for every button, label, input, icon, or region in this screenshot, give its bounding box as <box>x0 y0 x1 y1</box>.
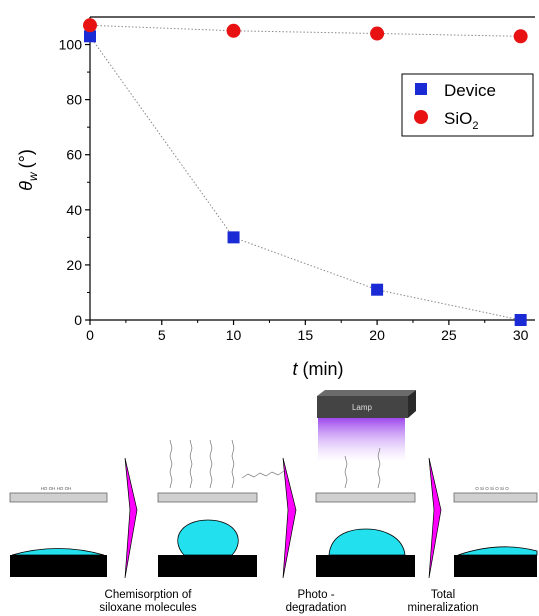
x-tick-label: 0 <box>86 327 94 343</box>
y-axis-ticks: 0 20 40 60 80 100 <box>59 37 90 328</box>
x-axis-var: t <box>292 359 298 379</box>
data-point-device <box>371 283 384 296</box>
x-tick-label: 25 <box>441 327 457 343</box>
substrate-top-3 <box>315 492 416 503</box>
plot-area: 0 20 40 60 80 100 0 5 10 15 20 25 30 <box>59 16 535 343</box>
arrow-1 <box>124 457 138 579</box>
legend-marker-sio2 <box>414 110 428 124</box>
substrate-base-4 <box>454 555 537 577</box>
stage-2 <box>157 439 285 577</box>
data-point-device <box>514 314 527 326</box>
substrate-top-4 <box>453 492 538 503</box>
data-point-sio2 <box>513 29 528 44</box>
x-tick-label: 15 <box>298 327 314 343</box>
lamp-top-face <box>317 390 416 396</box>
y-tick-label: 60 <box>66 147 82 163</box>
data-point-device <box>227 231 240 244</box>
legend-label-sio2: SiO2 <box>444 109 478 132</box>
substrate-base-1 <box>10 555 107 577</box>
data-point-sio2 <box>370 26 385 41</box>
caption-2-line-2: degradation <box>286 602 347 614</box>
legend-label-device: Device <box>444 81 496 100</box>
x-axis-ticks: 0 5 10 15 20 25 30 <box>86 320 529 343</box>
y-tick-label: 100 <box>59 37 83 53</box>
data-point-device <box>84 30 96 43</box>
y-tick-label: 40 <box>66 202 82 218</box>
y-tick-label: 0 <box>74 312 82 328</box>
y-tick-label: 80 <box>66 92 82 108</box>
lamp-label: Lamp <box>352 403 373 412</box>
arrow-2 <box>282 457 297 579</box>
stage-3 <box>315 447 416 577</box>
series-lines <box>89 24 521 321</box>
caption-3-line-1: Total <box>431 589 455 601</box>
lamp-side-face <box>408 390 416 418</box>
legend: Device SiO2 <box>401 73 534 137</box>
x-tick-label: 30 <box>513 327 529 343</box>
series-line-0 <box>89 36 521 321</box>
stage-1: HO OH HO OH <box>9 486 108 577</box>
substrate-base-2 <box>158 555 257 577</box>
data-point-sio2 <box>226 23 241 38</box>
caption-3-line-2: mineralization <box>408 602 479 614</box>
y-axis-title: θw (°) <box>16 149 40 191</box>
droplet-2 <box>177 519 239 556</box>
lamp-front-face <box>317 396 408 418</box>
lamp: Lamp <box>317 390 416 460</box>
substrate-top-1 <box>9 492 108 503</box>
caption-1-line-2: siloxane molecules <box>99 602 196 614</box>
surface-groups-4: O Si O Si O Si O <box>475 486 509 491</box>
droplet-4 <box>457 546 538 556</box>
legend-marker-device <box>415 83 427 95</box>
legend-label-sio2-sub: 2 <box>472 120 478 132</box>
siloxane-chains <box>169 439 285 489</box>
lamp-light-beam <box>318 418 405 460</box>
surface-groups-1: HO OH HO OH <box>41 486 72 491</box>
caption-1-line-1: Chemisorption of <box>105 589 193 601</box>
x-axis-unit: (min) <box>303 359 344 379</box>
legend-label-sio2-main: SiO <box>444 109 472 128</box>
y-axis-unit: (°) <box>16 149 36 168</box>
degraded-chains <box>344 447 381 489</box>
data-point-sio2 <box>83 18 97 33</box>
y-axis-sub: w <box>26 171 40 181</box>
caption-2-line-1: Photo - <box>297 589 334 601</box>
series-points <box>83 18 528 326</box>
arrow-3 <box>428 457 442 579</box>
x-axis-title: t (min) <box>292 359 343 379</box>
droplet-3 <box>328 528 406 556</box>
substrate-top-2 <box>157 492 258 503</box>
series-line-1 <box>89 24 521 37</box>
substrate-base-3 <box>316 555 415 577</box>
x-tick-label: 10 <box>226 327 242 343</box>
y-tick-label: 20 <box>66 257 82 273</box>
droplet-1 <box>11 548 105 556</box>
y-axis-var: θ <box>16 181 36 191</box>
x-tick-label: 20 <box>369 327 385 343</box>
x-tick-label: 5 <box>158 327 166 343</box>
stage-4: O Si O Si O Si O <box>453 486 538 577</box>
